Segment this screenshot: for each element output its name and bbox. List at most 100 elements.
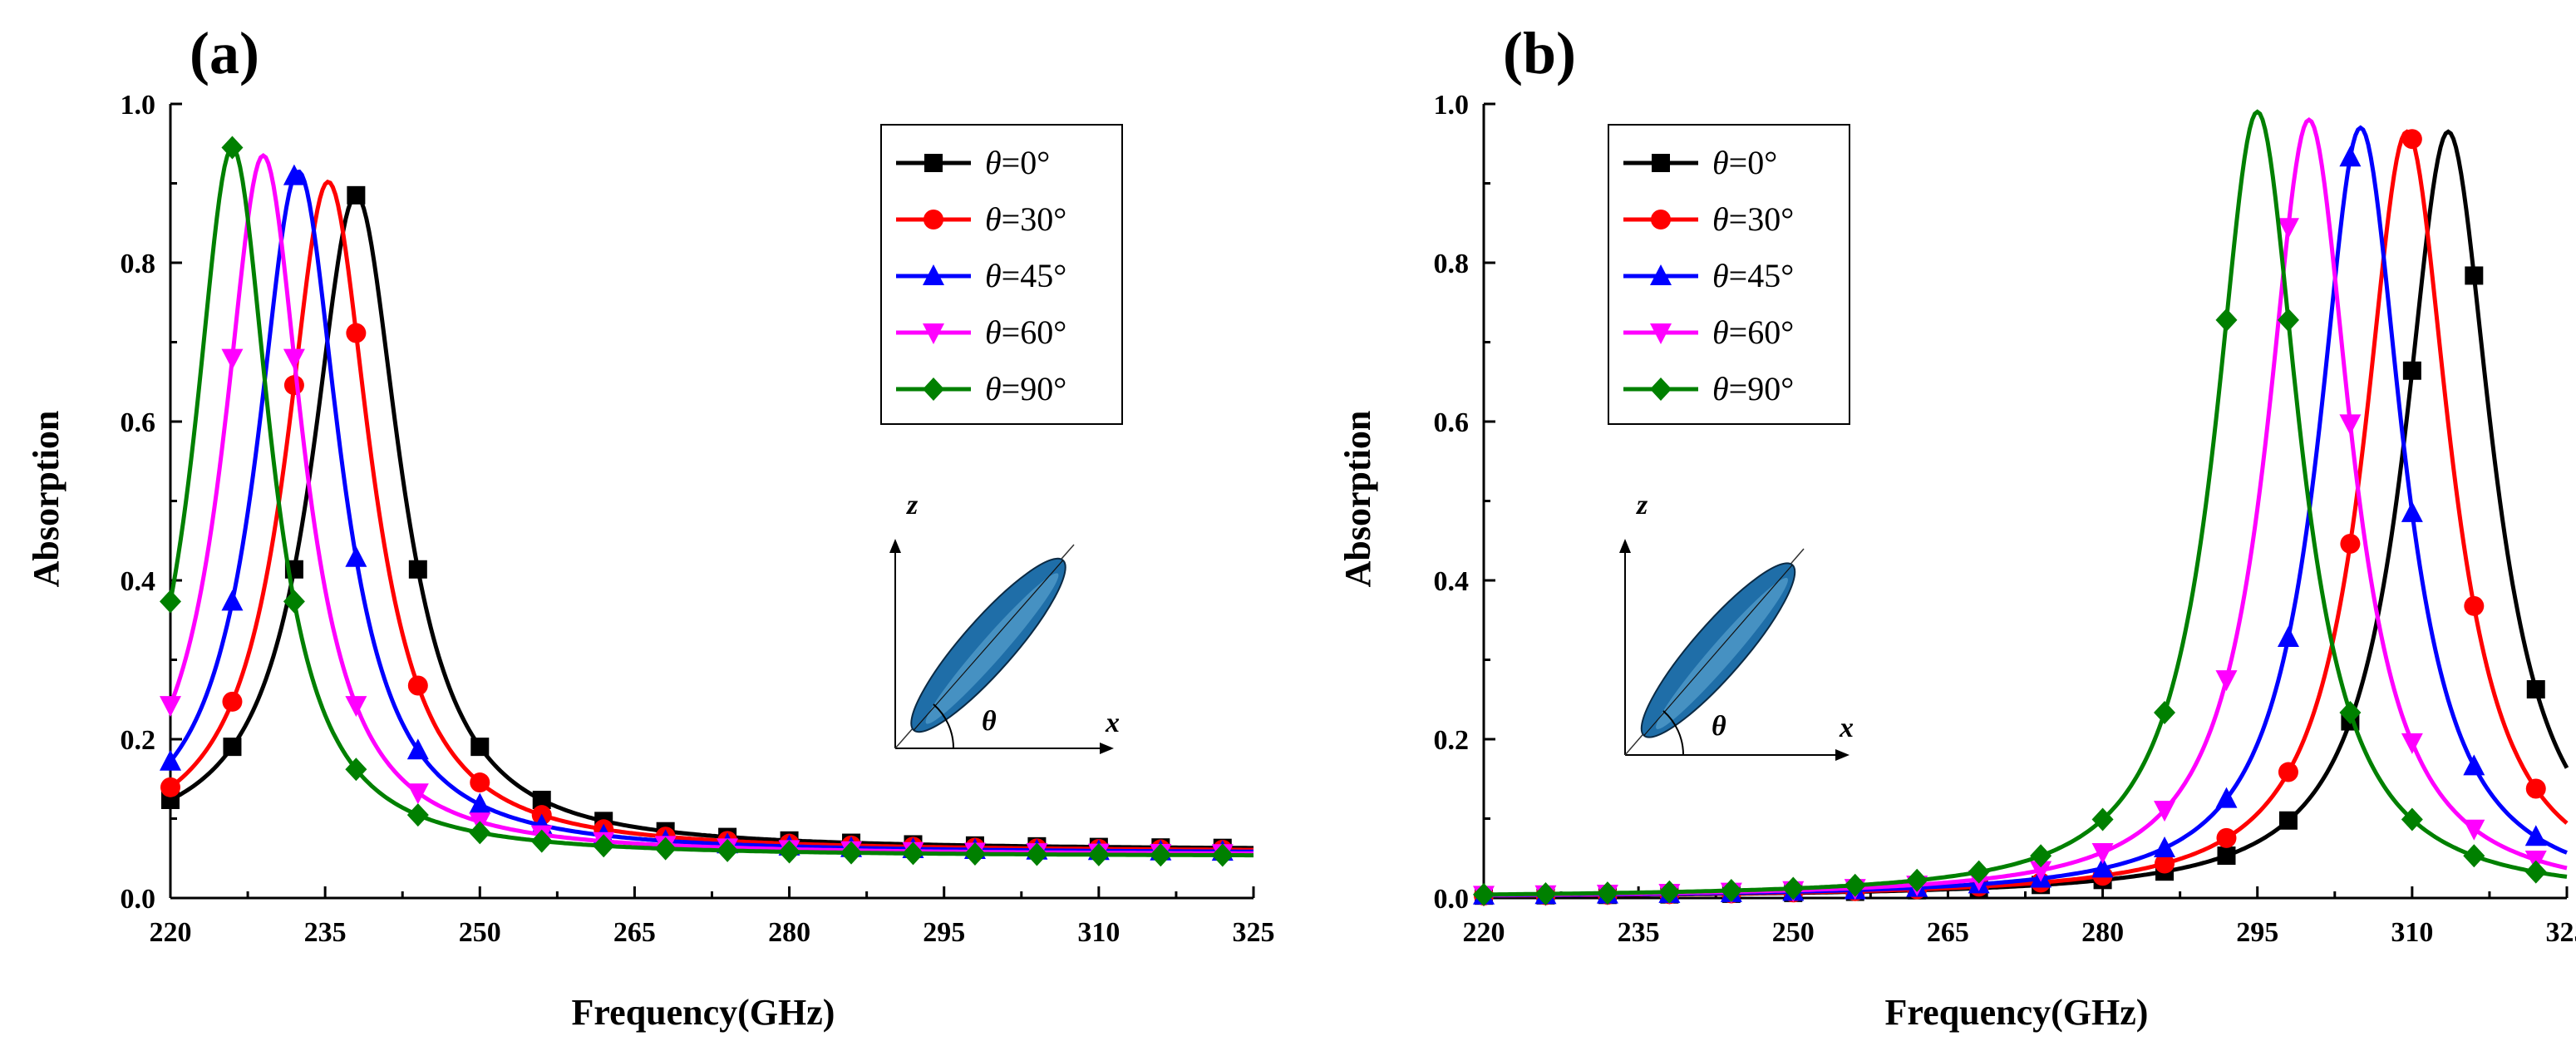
data-point bbox=[406, 803, 429, 827]
data-point bbox=[346, 323, 367, 343]
y-tick-label: 0.2 bbox=[121, 725, 156, 756]
y-tick-label: 0.4 bbox=[1434, 566, 1470, 597]
legend-label: θ=30° bbox=[985, 200, 1066, 238]
legend-label: θ=30° bbox=[1712, 200, 1794, 238]
data-point bbox=[778, 840, 800, 864]
x-tick-label: 295 bbox=[2236, 917, 2278, 948]
data-point bbox=[2340, 533, 2361, 554]
data-point bbox=[2339, 414, 2362, 436]
x-tick-label: 280 bbox=[2081, 917, 2124, 948]
data-point bbox=[2524, 825, 2547, 846]
legend-value: =0° bbox=[1729, 144, 1778, 181]
y-tick-label: 0.0 bbox=[121, 884, 156, 915]
panel-a-plot bbox=[160, 136, 1254, 867]
data-point bbox=[160, 590, 181, 614]
y-tick-label: 0.4 bbox=[121, 566, 156, 597]
data-point bbox=[221, 136, 244, 160]
legend-marker bbox=[923, 264, 944, 285]
data-point bbox=[2401, 129, 2422, 150]
y-tick-label: 0.0 bbox=[1434, 884, 1470, 915]
inset-a-z-label: z bbox=[906, 490, 919, 521]
x-tick-label: 325 bbox=[1233, 917, 1275, 948]
data-point bbox=[406, 738, 429, 760]
data-point bbox=[283, 590, 305, 614]
panel-a-ticks: 220 235 250 265 280 295 310 325 0.0 0.2 0.4 0.6 0.8 1… bbox=[121, 90, 1275, 948]
data-point bbox=[717, 838, 739, 862]
data-point bbox=[221, 590, 244, 611]
data-point bbox=[902, 841, 924, 866]
legend-label: θ=0° bbox=[985, 144, 1050, 181]
data-point bbox=[1596, 881, 1618, 905]
panel-b: (b) 220 235 250 265 280 295 310 325 0.0 0.2 0.4 0.6… bbox=[1337, 20, 2576, 1033]
x-tick-label: 310 bbox=[1077, 917, 1120, 948]
panel-b-ylabel: Absorption bbox=[1337, 411, 1378, 588]
panel-a-ylabel: Absorption bbox=[26, 411, 66, 588]
data-point bbox=[160, 777, 180, 797]
data-point bbox=[345, 545, 367, 567]
y-tick-label: 0.8 bbox=[1434, 249, 1470, 279]
legend-theta: θ bbox=[985, 313, 1002, 351]
y-tick-label: 0.6 bbox=[121, 407, 156, 438]
x-tick-label: 295 bbox=[923, 917, 965, 948]
inset-a-angle-arc bbox=[933, 703, 955, 749]
x-tick-label: 220 bbox=[150, 917, 192, 948]
data-point bbox=[2463, 844, 2485, 868]
legend-marker bbox=[924, 154, 943, 172]
data-point bbox=[406, 783, 429, 805]
data-point bbox=[2091, 842, 2114, 864]
data-point bbox=[1211, 843, 1234, 867]
data-point bbox=[1026, 842, 1048, 866]
legend-label: θ=90° bbox=[985, 370, 1066, 407]
data-point bbox=[345, 696, 367, 718]
legend-marker bbox=[923, 323, 944, 344]
legend-theta: θ bbox=[985, 144, 1002, 181]
legend-entry: θ=60° bbox=[1623, 313, 1794, 351]
inset-a-x-label: x bbox=[1105, 708, 1120, 738]
panel-b-inset: z x θ bbox=[1619, 490, 1854, 761]
y-tick-label: 0.8 bbox=[121, 249, 156, 279]
data-point bbox=[2465, 266, 2484, 285]
data-point bbox=[407, 675, 428, 696]
legend-marker bbox=[1650, 323, 1672, 344]
data-point bbox=[2278, 762, 2298, 782]
inset-b-angle-arc bbox=[1662, 710, 1685, 756]
legend-entry: θ=90° bbox=[1623, 370, 1794, 407]
data-point bbox=[2154, 836, 2176, 858]
data-point bbox=[2339, 146, 2362, 167]
panel-b-ticks: 220 235 250 265 280 295 310 325 0.0 0.2 0.4 0.6 0.8 1… bbox=[1434, 90, 2576, 948]
data-point bbox=[408, 560, 427, 579]
data-point bbox=[2463, 819, 2485, 841]
legend-value: =60° bbox=[1729, 313, 1795, 351]
legend-marker bbox=[1650, 377, 1672, 401]
legend-marker bbox=[1651, 210, 1671, 229]
legend-theta: θ bbox=[985, 257, 1002, 294]
data-point bbox=[1150, 843, 1172, 867]
legend-value: =0° bbox=[1002, 144, 1051, 181]
panel-a-xlabel: Frequency(GHz) bbox=[572, 992, 835, 1033]
x-tick-label: 250 bbox=[459, 917, 501, 948]
inset-b-ellipsoid-icon bbox=[1640, 562, 1796, 738]
legend-theta: θ bbox=[985, 200, 1002, 238]
x-tick-label: 235 bbox=[1618, 917, 1660, 948]
y-tick-label: 1.0 bbox=[121, 90, 156, 121]
data-point bbox=[1782, 876, 1805, 901]
data-point bbox=[160, 696, 181, 718]
data-point bbox=[2401, 807, 2423, 831]
panel-b-legend: θ=0°θ=30°θ=45°θ=60°θ=90° bbox=[1608, 124, 1850, 425]
legend-marker bbox=[1650, 264, 1672, 285]
data-point bbox=[470, 738, 490, 757]
x-tick-label: 310 bbox=[2391, 917, 2433, 948]
data-point bbox=[2524, 860, 2547, 884]
data-point bbox=[1534, 882, 1557, 906]
legend-value: =45° bbox=[1729, 257, 1795, 294]
data-point bbox=[1906, 868, 1928, 892]
data-point bbox=[593, 834, 615, 858]
data-point bbox=[2216, 827, 2237, 848]
legend-label: θ=45° bbox=[1712, 257, 1794, 294]
data-point bbox=[2464, 595, 2485, 616]
legend-value: =90° bbox=[1002, 370, 1067, 407]
data-point bbox=[2463, 754, 2485, 776]
data-point bbox=[2030, 844, 2052, 868]
legend-entry: θ=45° bbox=[896, 257, 1066, 294]
